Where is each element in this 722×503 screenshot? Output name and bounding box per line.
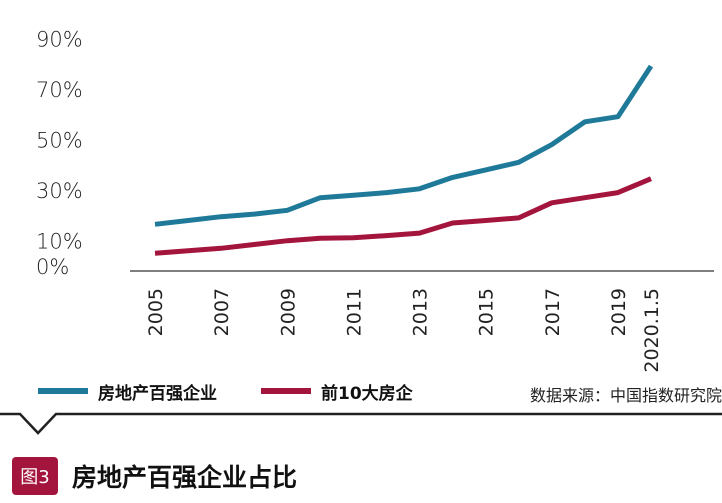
- x-tick-label: 2015: [476, 288, 498, 336]
- figure-badge: 图3: [12, 457, 58, 495]
- x-tick-label: 2017: [542, 288, 564, 336]
- x-tick-label: 2009: [277, 288, 299, 336]
- series-line-1: [154, 176, 652, 256]
- figure-title: 房地产百强企业占比: [72, 463, 298, 492]
- legend: 房地产百强企业 前10大房企: [38, 379, 457, 404]
- y-tick-label: 0%: [36, 255, 69, 279]
- series-line-0: [154, 64, 654, 227]
- y-tick-label: 90%: [36, 27, 83, 51]
- x-tick-label: 2013: [410, 288, 432, 336]
- y-tick-label: 10%: [36, 230, 83, 254]
- x-tick-label: 2005: [145, 288, 167, 336]
- section-divider: [0, 412, 722, 435]
- x-tick-label: 2007: [211, 288, 233, 336]
- legend-label-top100: 房地产百强企业: [98, 383, 217, 404]
- legend-item-top10: 前10大房企: [261, 379, 413, 404]
- legend-swatch-top10: [261, 388, 311, 394]
- chart-series: [154, 64, 654, 256]
- x-tick-label: 2019: [608, 288, 630, 336]
- y-tick-label: 30%: [36, 179, 83, 203]
- y-tick-label: 70%: [36, 78, 83, 102]
- y-tick-label: 50%: [36, 129, 83, 153]
- figure-caption: 图3 房地产百强企业占比: [12, 457, 297, 495]
- x-axis: 2005 2007 2009 2011 2013 2015 2017 2019 2020.1.5: [130, 270, 714, 373]
- x-tick-label: 2020.1.5: [641, 288, 663, 373]
- legend-label-top10: 前10大房企: [321, 383, 413, 404]
- legend-swatch-top100: [38, 388, 88, 394]
- legend-item-top100: 房地产百强企业: [38, 379, 217, 404]
- line-chart: 0%10%30%50%70%90% 2005 2007 2009 2011 2013 20…: [36, 27, 714, 373]
- x-tick-label: 2011: [343, 288, 365, 336]
- y-axis: 0%10% 30% 50% 70% 90%: [36, 27, 83, 279]
- source-note: 数据来源：中国指数研究院: [529, 386, 722, 405]
